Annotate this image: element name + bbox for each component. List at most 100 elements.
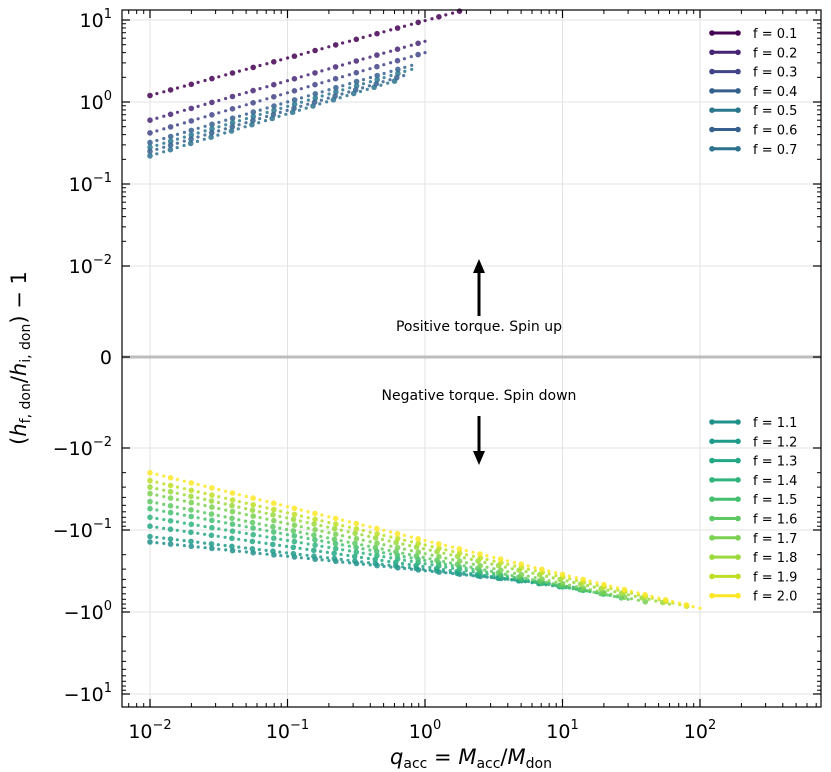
data-point	[497, 556, 504, 562]
data-point	[229, 119, 236, 126]
data-point	[278, 514, 282, 519]
data-point	[464, 566, 468, 570]
data-point	[203, 484, 207, 488]
data-point	[196, 117, 200, 121]
data-point	[613, 590, 617, 594]
data-point	[196, 531, 200, 535]
data-point	[203, 497, 207, 501]
legend-marker	[735, 68, 741, 75]
data-point	[347, 520, 351, 524]
data-point	[380, 558, 384, 563]
legend-marker	[735, 107, 741, 113]
data-point	[209, 504, 215, 510]
data-point	[182, 139, 186, 143]
data-point	[229, 124, 236, 130]
data-point	[389, 61, 393, 65]
data-point	[229, 115, 236, 121]
data-point	[291, 101, 298, 107]
data-point	[249, 121, 255, 128]
data-point	[224, 123, 228, 127]
data-point	[162, 482, 166, 486]
data-point	[346, 558, 350, 562]
data-point	[279, 509, 283, 513]
data-point	[258, 498, 262, 502]
data-point	[580, 576, 586, 583]
data-point	[147, 539, 153, 545]
data-point	[368, 548, 372, 552]
data-point	[286, 56, 290, 60]
data-point	[348, 82, 352, 86]
data-point	[291, 76, 298, 82]
data-point	[229, 106, 236, 112]
data-point	[155, 535, 159, 539]
data-point	[662, 597, 669, 603]
data-point	[182, 479, 186, 483]
data-point	[305, 547, 309, 552]
data-point	[188, 136, 194, 142]
data-point	[244, 67, 248, 71]
data-point	[223, 131, 227, 135]
data-point	[568, 577, 572, 581]
data-point	[286, 522, 290, 526]
data-point	[503, 572, 507, 576]
data-point	[331, 525, 338, 532]
data-point	[258, 534, 262, 538]
data-point	[350, 90, 357, 97]
data-point	[250, 109, 257, 115]
data-point	[485, 565, 489, 569]
data-point	[312, 91, 319, 97]
data-point	[428, 548, 432, 552]
data-point	[341, 84, 345, 88]
data-point	[290, 528, 297, 534]
data-point	[340, 63, 345, 67]
data-point	[374, 76, 381, 83]
legend-label: f = 1.7	[753, 532, 797, 547]
data-point	[423, 562, 427, 566]
data-point	[271, 535, 277, 541]
data-point	[188, 499, 195, 506]
data-point	[546, 582, 551, 586]
data-point	[551, 576, 555, 580]
data-point	[415, 40, 421, 47]
data-point	[162, 90, 166, 94]
data-point	[382, 528, 386, 532]
data-point	[175, 505, 179, 509]
data-point	[223, 543, 227, 548]
data-point	[265, 535, 269, 539]
data-point	[616, 594, 620, 598]
legend-marker	[709, 419, 715, 425]
data-point	[299, 508, 303, 512]
data-point	[394, 535, 401, 542]
data-point	[471, 550, 475, 554]
data-point	[365, 87, 369, 91]
data-point	[471, 562, 475, 566]
legend-marker	[709, 30, 715, 36]
data-point	[271, 81, 277, 88]
data-point	[182, 487, 186, 491]
data-point	[237, 69, 241, 73]
data-point	[352, 540, 358, 547]
data-point	[492, 567, 496, 571]
data-point	[327, 545, 331, 550]
data-point	[290, 516, 297, 523]
data-point	[409, 535, 413, 539]
y-tick-label: −10−2	[53, 435, 112, 460]
data-point	[523, 580, 527, 584]
data-point	[175, 512, 180, 516]
data-point	[312, 516, 318, 523]
data-point	[182, 493, 186, 497]
data-point	[318, 102, 322, 106]
data-point	[327, 92, 331, 96]
data-point	[403, 538, 407, 542]
data-point	[464, 569, 468, 573]
data-point	[380, 562, 384, 567]
data-point	[387, 559, 391, 564]
data-point	[533, 566, 537, 570]
data-point	[147, 139, 153, 146]
legend-marker	[709, 535, 715, 541]
data-point	[299, 556, 303, 560]
data-point	[270, 523, 276, 530]
data-point	[360, 560, 364, 564]
data-point	[244, 494, 248, 498]
data-point	[175, 146, 179, 150]
